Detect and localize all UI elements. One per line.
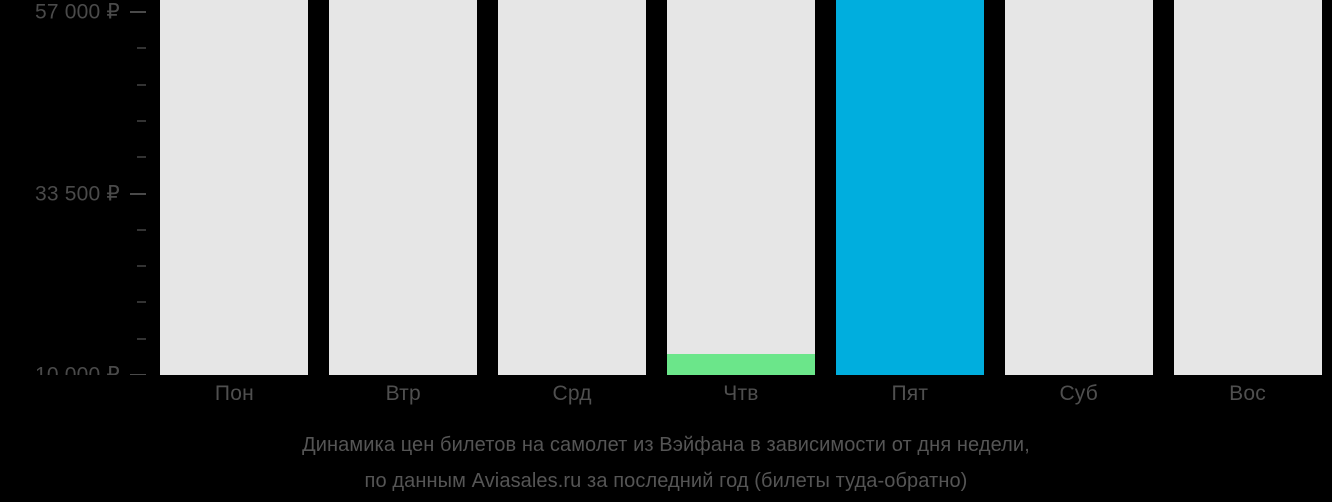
y-axis-tick-minor <box>137 265 146 268</box>
y-axis-tick-minor <box>137 83 146 86</box>
y-axis-tick-minor <box>137 228 146 231</box>
x-axis-label-пон: Пон <box>214 382 254 405</box>
x-axis-label-втр: Втр <box>385 382 421 405</box>
bar-slot <box>667 0 815 375</box>
y-axis-tick-major <box>130 11 146 13</box>
x-axis-label-пят: Пят <box>891 382 929 405</box>
y-axis-label: 33 500 ₽ <box>34 182 120 205</box>
bar-series <box>150 0 1332 375</box>
bar-slot <box>498 0 647 375</box>
x-axis-label-чтв: Чтв <box>723 382 759 405</box>
y-axis-tick-major <box>130 192 146 195</box>
y-axis: 10 000 ₽ 33 500 ₽ 57 000 ₽ <box>0 0 150 375</box>
bar-пон[interactable] <box>160 0 309 375</box>
bar-slot <box>1173 0 1322 375</box>
bar-вос[interactable] <box>1173 0 1322 375</box>
y-axis-tick-minor <box>137 301 146 304</box>
bar-slot <box>329 0 478 375</box>
caption-line-1: Динамика цен билетов на самолет из Вэйфа… <box>302 434 1030 456</box>
bar-slot <box>1004 0 1153 375</box>
y-axis-tick-minor <box>137 337 146 340</box>
bar-slot <box>160 0 309 375</box>
plot-area: 10 000 ₽ 33 500 ₽ 57 000 ₽ <box>0 0 1332 375</box>
caption-line-2: по данным Aviasales.ru за последний год … <box>364 470 968 492</box>
y-axis-tick-major <box>130 374 146 375</box>
bar-втр[interactable] <box>329 0 478 375</box>
y-axis-label: 57 000 ₽ <box>34 0 120 24</box>
bar-чтв[interactable] <box>667 354 815 375</box>
bar-background-чтв <box>667 0 815 375</box>
x-axis: Пон Втр Срд Чтв Пят Суб Вос <box>150 375 1332 417</box>
y-axis-tick-minor <box>137 47 146 50</box>
y-axis-label: 10 000 ₽ <box>34 363 120 376</box>
bar-срд[interactable] <box>498 0 647 375</box>
y-axis-tick-minor <box>137 119 146 122</box>
y-axis-tick-minor <box>137 156 146 159</box>
x-axis-label-вос: Вос <box>1229 382 1266 405</box>
x-axis-label-срд: Срд <box>552 382 592 405</box>
chart-caption: Динамика цен билетов на самолет из Вэйфа… <box>0 427 1332 499</box>
x-axis-label-суб: Суб <box>1059 382 1098 405</box>
bar-суб[interactable] <box>1004 0 1153 375</box>
bar-пят[interactable] <box>835 0 984 375</box>
bar-slot <box>835 0 984 375</box>
